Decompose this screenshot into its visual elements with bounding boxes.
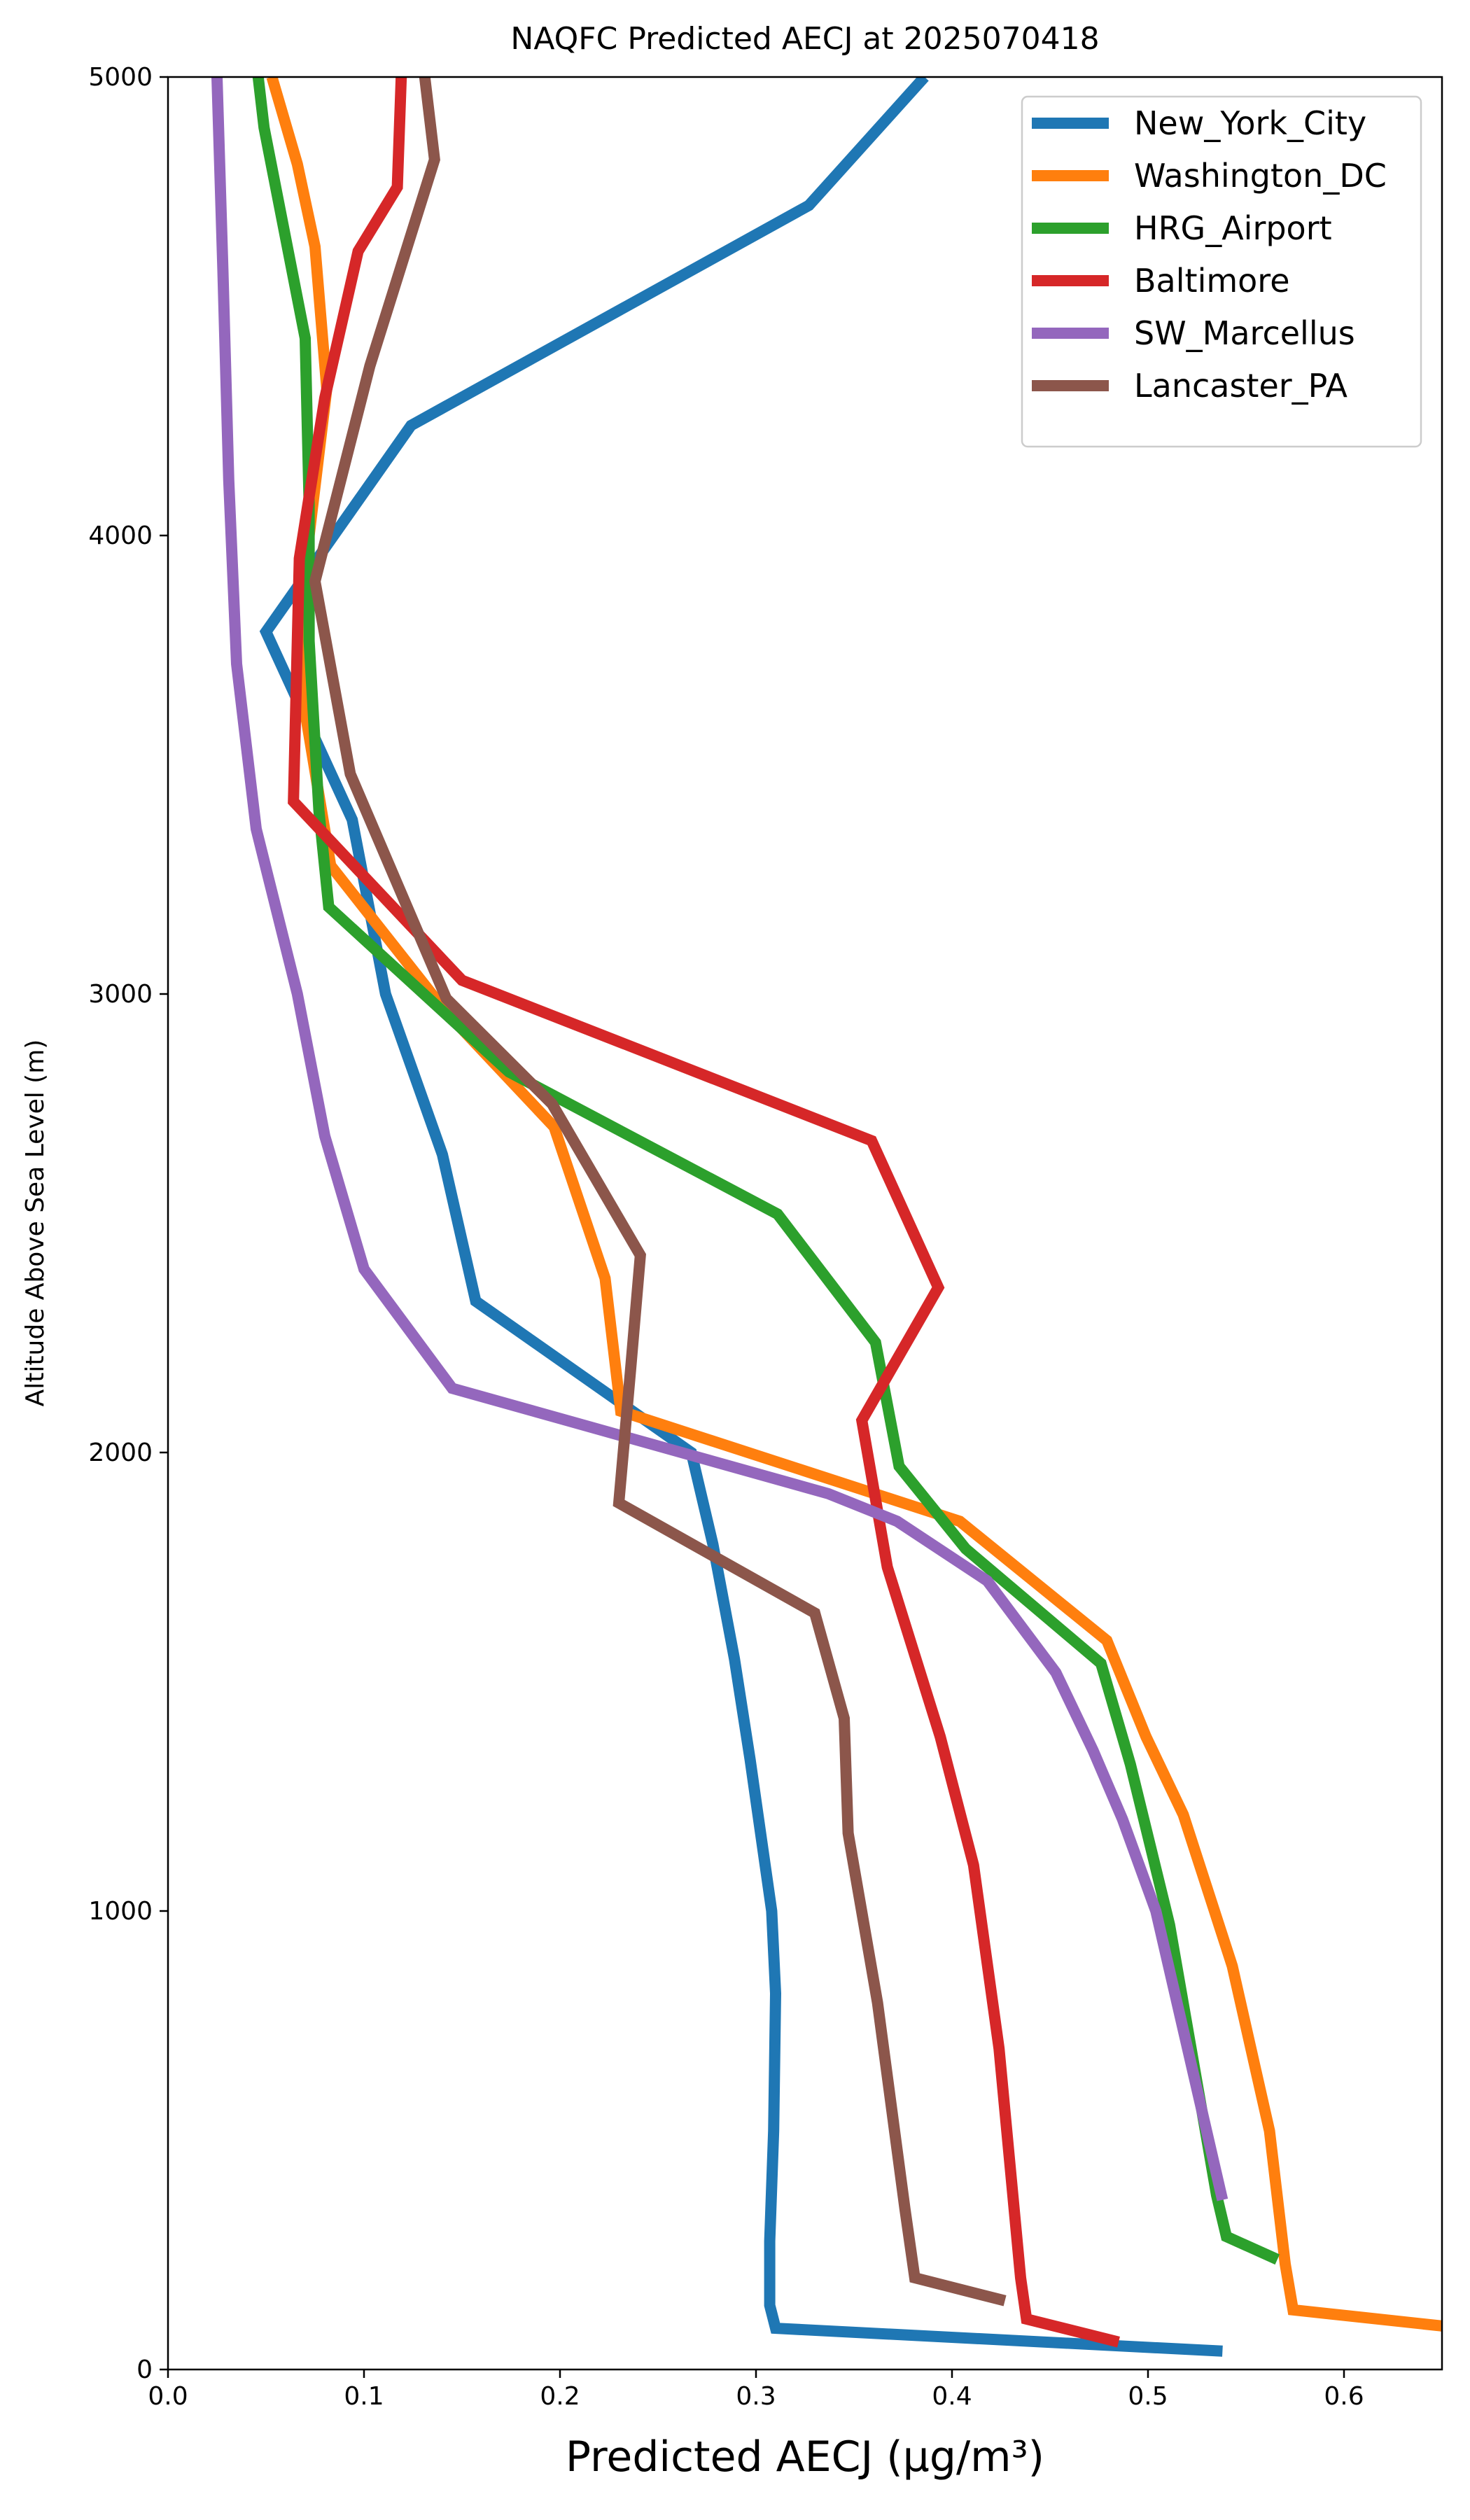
series-line-baltimore: [288, 77, 1120, 2348]
y-axis-label: Altitude Above Sea Level (m): [21, 1040, 50, 1407]
legend-label-new-york-city: New_York_City: [1134, 104, 1366, 142]
x-tick-label: 0.4: [932, 2382, 972, 2411]
x-tick-label: 0.6: [1324, 2382, 1364, 2411]
x-tick-label: 0.2: [540, 2382, 580, 2411]
y-tick-label: 0: [136, 2356, 153, 2384]
legend: New_York_City Washington_DC HRG_Airport Bal…: [1021, 95, 1422, 448]
legend-label-sw-marcellus: SW_Marcellus: [1134, 314, 1355, 352]
series-group: [211, 77, 1442, 2357]
x-tick-label: 0.5: [1128, 2382, 1168, 2411]
x-tick-label: 0.0: [148, 2382, 188, 2411]
y-tick-label: 1000: [88, 1897, 153, 1926]
legend-label-washington-dc: Washington_DC: [1134, 157, 1387, 195]
legend-box: [1021, 95, 1422, 448]
x-tick-label: 0.1: [344, 2382, 384, 2411]
y-tick-label: 4000: [88, 522, 153, 550]
series-line-sw-marcellus: [211, 77, 1228, 2202]
series-line-new-york-city: [259, 77, 1223, 2357]
series-line-lancaster-pa: [309, 77, 1007, 2306]
x-tick-label: 0.3: [736, 2382, 776, 2411]
legend-label-baltimore: Baltimore: [1134, 262, 1290, 300]
plot-frame: [167, 76, 1443, 2371]
y-tick-label: 3000: [88, 980, 153, 1009]
y-axis: 0 1000 2000 3000 4000 5000: [88, 63, 168, 2384]
chart-title: NAQFC Predicted AECJ at 2025070418: [510, 21, 1099, 57]
x-axis: 0.0 0.1 0.2 0.3 0.4 0.5 0.6: [148, 2370, 1364, 2411]
x-axis-label: Predicted AECJ (μg/m³): [566, 2432, 1044, 2482]
legend-label-hrg-airport: HRG_Airport: [1134, 209, 1332, 247]
y-tick-label: 5000: [88, 63, 153, 92]
legend-label-lancaster-pa: Lancaster_PA: [1134, 367, 1348, 405]
y-tick-label: 2000: [88, 1438, 153, 1467]
